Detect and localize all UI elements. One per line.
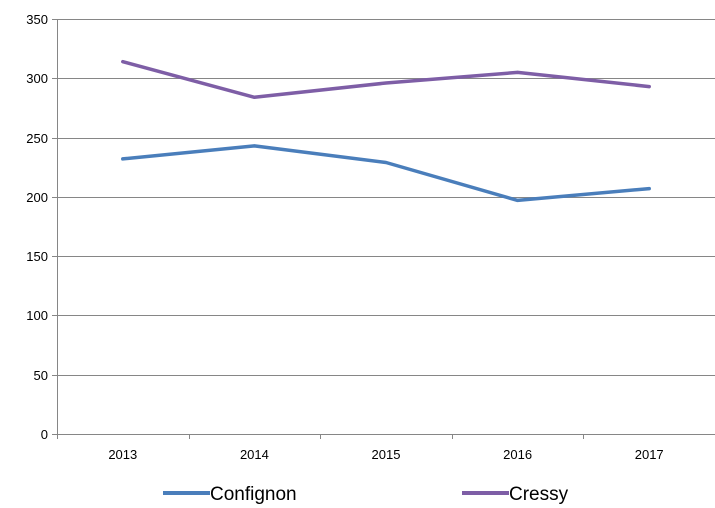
series-lines bbox=[121, 59, 651, 203]
x-tick-label: 2017 bbox=[635, 447, 664, 462]
data-point bbox=[647, 187, 651, 191]
y-tick-label: 0 bbox=[41, 427, 48, 442]
series-line-confignon bbox=[121, 144, 651, 203]
y-tick-label: 250 bbox=[26, 131, 48, 146]
y-tick-label: 200 bbox=[26, 190, 48, 205]
y-tick-label: 100 bbox=[26, 308, 48, 323]
legend-label: Confignon bbox=[210, 484, 297, 505]
x-tick-label: 2014 bbox=[240, 447, 269, 462]
y-tick-label: 300 bbox=[26, 71, 48, 86]
y-tick-label: 150 bbox=[26, 249, 48, 264]
data-point bbox=[647, 85, 651, 89]
x-tick-label: 2013 bbox=[108, 447, 137, 462]
x-tick-label: 2016 bbox=[503, 447, 532, 462]
y-tick-label: 50 bbox=[34, 368, 48, 383]
data-point bbox=[121, 157, 125, 161]
x-tick-label: 2015 bbox=[372, 447, 401, 462]
data-point bbox=[252, 95, 256, 99]
data-point bbox=[384, 81, 388, 85]
data-point bbox=[252, 144, 256, 148]
legend-label: Cressy bbox=[509, 484, 569, 505]
axes bbox=[52, 19, 715, 439]
data-point bbox=[121, 60, 125, 64]
data-point bbox=[516, 198, 520, 202]
data-point bbox=[516, 70, 520, 74]
gridlines bbox=[57, 19, 715, 376]
legend: Confignon Cressy bbox=[163, 484, 569, 505]
series-line-cressy bbox=[121, 59, 651, 100]
x-tick-labels: 2013 2014 2015 2016 2017 bbox=[108, 447, 663, 462]
y-tick-labels: 0 50 100 150 200 250 300 350 bbox=[26, 12, 48, 442]
data-point bbox=[384, 160, 388, 164]
y-tick-label: 350 bbox=[26, 12, 48, 27]
